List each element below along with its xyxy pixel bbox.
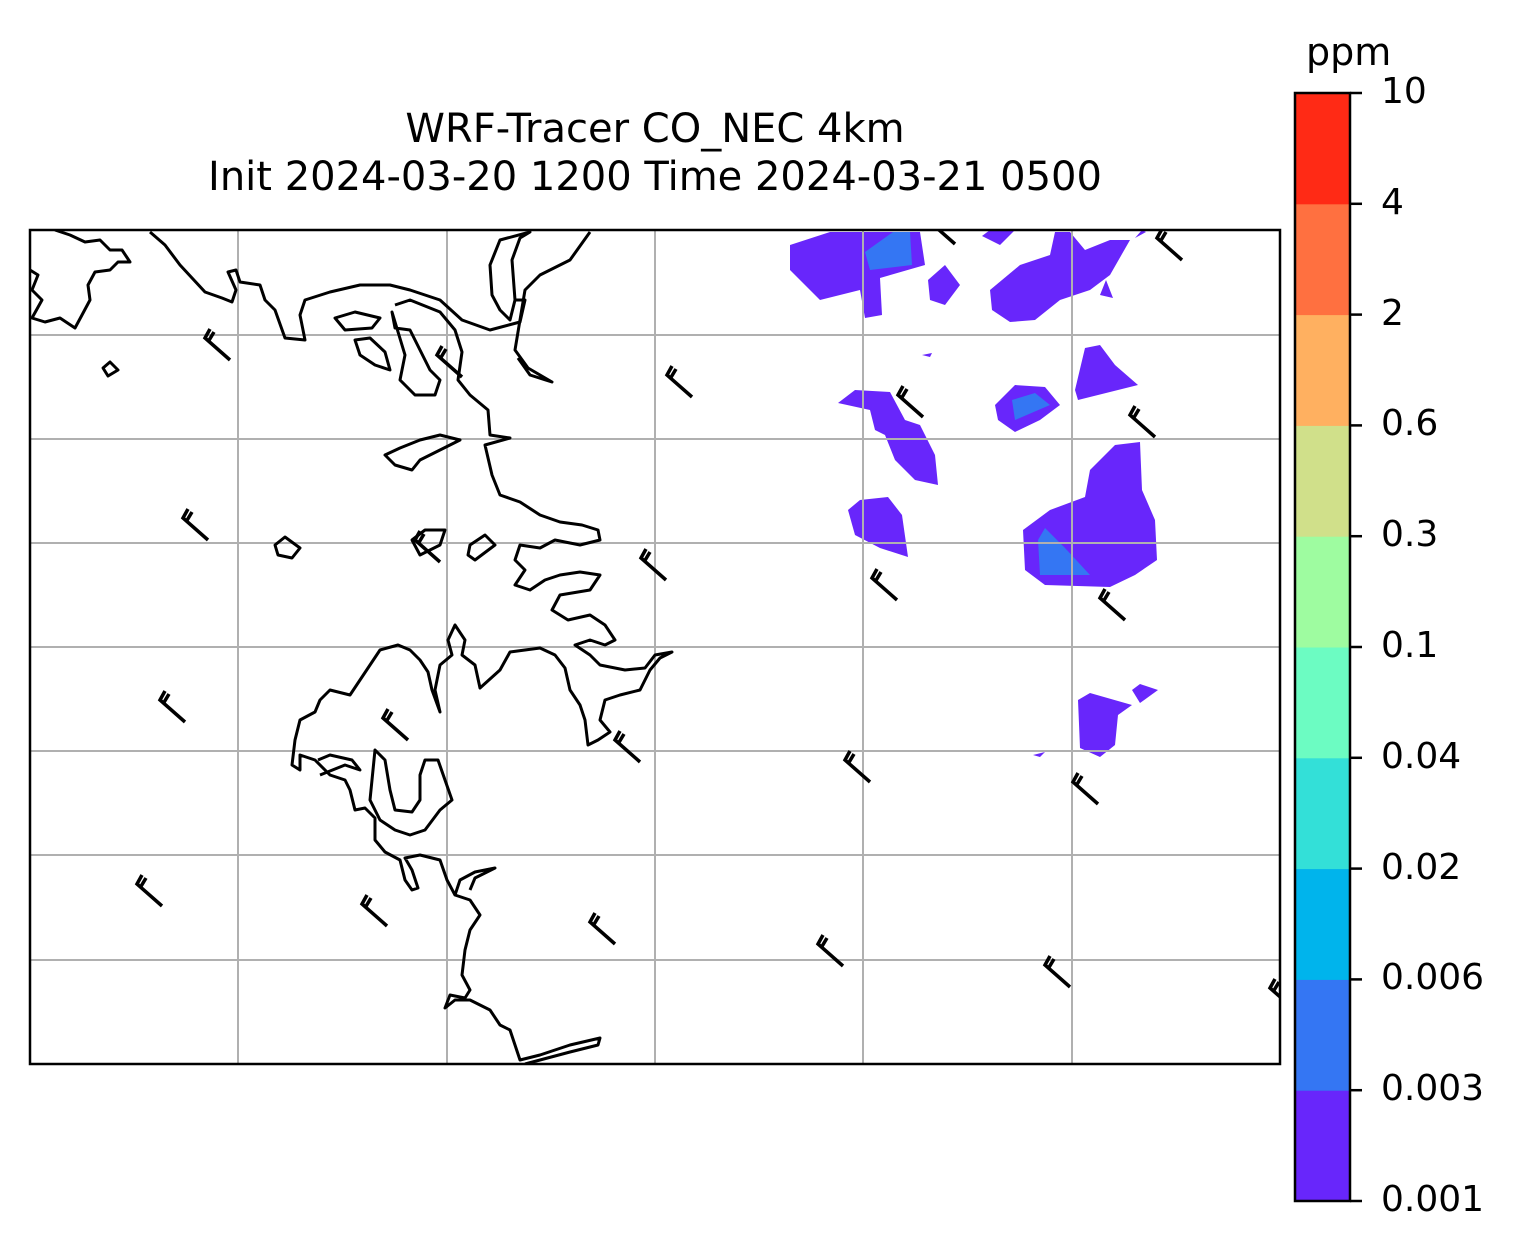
co-contour-region (1033, 752, 1045, 757)
map-frame (28, 228, 1282, 1066)
colorbar-segment (1295, 203, 1350, 316)
colorbar-tick-label: 2 (1381, 292, 1404, 334)
colorbar (1293, 91, 1362, 1203)
colorbar-segment (1295, 93, 1350, 205)
wind-barb (895, 385, 925, 419)
coastlines (30, 230, 674, 1064)
colorbar-segment (1295, 1090, 1350, 1202)
wind-barb (638, 548, 668, 582)
wind-barb (157, 690, 187, 724)
wind-barb (664, 365, 694, 399)
wind-barb (359, 894, 389, 928)
wind-barb (1042, 955, 1072, 989)
coastline (317, 753, 362, 777)
colorbar-segment (1295, 536, 1350, 648)
gridlines (30, 230, 1280, 1064)
co-contour-region (1078, 693, 1132, 757)
colorbar-segment (1295, 425, 1350, 537)
co-contour-region (1038, 528, 1090, 575)
wind-barb (202, 328, 232, 362)
co-contour-region (982, 230, 1015, 245)
wind-barb (842, 750, 872, 784)
title-line-1: WRF-Tracer CO_NEC 4km (405, 106, 905, 152)
coastline (453, 866, 497, 896)
colorbar-tick-label: 0.1 (1381, 625, 1439, 666)
coastline (513, 231, 592, 384)
colorbar-segment (1295, 868, 1350, 980)
co-contour-region (1132, 684, 1158, 703)
wind-barb (380, 708, 410, 742)
colorbar-tick-label: 0.001 (1381, 1179, 1485, 1220)
co-contour-region (922, 353, 932, 357)
wind-barb (1070, 772, 1100, 806)
colorbar-tick-label: 0.006 (1381, 957, 1485, 999)
wind-barb (1127, 405, 1157, 439)
wind-barb (815, 934, 845, 968)
co-contour-region (838, 390, 938, 485)
wind-barb (869, 568, 899, 602)
coastline (101, 360, 120, 378)
coastline (149, 230, 532, 342)
colorbar-tick-label: 0.6 (1381, 403, 1439, 445)
wind-barb (612, 730, 642, 764)
map-area (30, 230, 1280, 1064)
co-contour-region (848, 497, 908, 557)
coastline (410, 528, 447, 557)
title-line-2: Init 2024-03-20 1200 Time 2024-03-21 050… (208, 154, 1102, 200)
coastline (273, 535, 302, 560)
wind-barb (412, 530, 442, 564)
chart-title: WRF-Tracer CO_NEC 4km Init 2024-03-20 12… (30, 105, 1280, 201)
coastline (333, 310, 382, 332)
colorbar-segment (1295, 757, 1350, 870)
colorbar-tick-label: 0.3 (1381, 514, 1439, 556)
colorbar-segment (1295, 314, 1350, 426)
co-contour-region (990, 232, 1130, 322)
colorbar-unit: ppm (1306, 30, 1392, 74)
wind-barb (434, 345, 464, 379)
colorbar-segment (1295, 979, 1350, 1091)
wind-barb (180, 508, 210, 542)
coastline (368, 748, 454, 837)
wind-barbs (134, 230, 1280, 1000)
co-contours (790, 230, 1158, 757)
coastline (353, 336, 392, 372)
co-contour-region (1100, 280, 1113, 298)
colorbar-tick-label: 0.02 (1381, 846, 1462, 888)
co-contour-region (1012, 393, 1050, 420)
wind-barb (936, 230, 957, 246)
wind-barb (1097, 588, 1127, 622)
coastline (466, 533, 497, 562)
co-contour-region (1135, 230, 1146, 238)
co-contour-region (1075, 345, 1138, 400)
colorbar-tick-label: 4 (1381, 181, 1404, 223)
colorbar-segment (1295, 647, 1350, 759)
co-contour-region (865, 232, 912, 270)
wind-barb (134, 874, 164, 908)
wind-barb (1154, 230, 1184, 262)
coastline (30, 230, 132, 330)
wind-barb (587, 912, 617, 946)
coastline (383, 433, 462, 472)
coastline (290, 298, 674, 1064)
coastline (390, 310, 442, 397)
colorbar-tick-label: 10 (1381, 71, 1427, 112)
co-contour-region (928, 265, 960, 305)
colorbar-tick-label: 0.003 (1381, 1068, 1485, 1110)
wind-barb (1267, 978, 1280, 1000)
colorbar-tick-label: 0.04 (1381, 735, 1462, 777)
